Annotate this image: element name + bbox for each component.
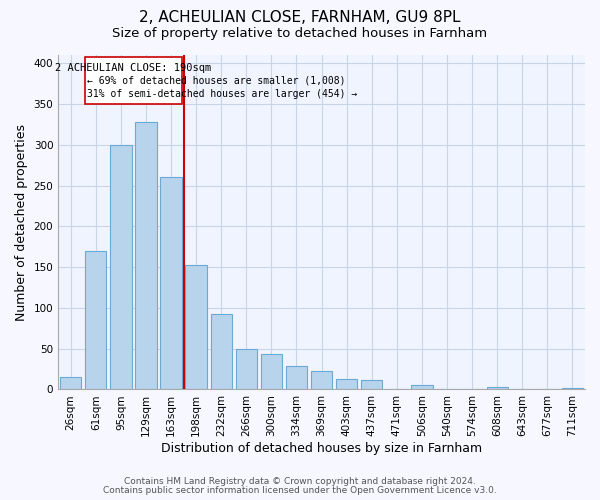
Bar: [60, 377, 82, 390]
Bar: [562, 388, 583, 390]
Text: ← 69% of detached houses are smaller (1,008): ← 69% of detached houses are smaller (1,…: [87, 76, 346, 86]
Text: 2, ACHEULIAN CLOSE, FARNHAM, GU9 8PL: 2, ACHEULIAN CLOSE, FARNHAM, GU9 8PL: [139, 10, 461, 25]
Bar: [110, 144, 131, 390]
Bar: [261, 354, 282, 390]
Bar: [185, 264, 207, 390]
Text: Contains HM Land Registry data © Crown copyright and database right 2024.: Contains HM Land Registry data © Crown c…: [124, 477, 476, 486]
Bar: [286, 366, 307, 390]
Text: Size of property relative to detached houses in Farnham: Size of property relative to detached ho…: [112, 28, 488, 40]
Text: 2 ACHEULIAN CLOSE: 190sqm: 2 ACHEULIAN CLOSE: 190sqm: [55, 63, 211, 73]
Text: Contains public sector information licensed under the Open Government Licence v3: Contains public sector information licen…: [103, 486, 497, 495]
Bar: [361, 380, 382, 390]
Bar: [487, 387, 508, 390]
Bar: [236, 348, 257, 390]
Bar: [411, 386, 433, 390]
FancyBboxPatch shape: [85, 56, 182, 104]
Bar: [85, 251, 106, 390]
Bar: [311, 370, 332, 390]
Text: 31% of semi-detached houses are larger (454) →: 31% of semi-detached houses are larger (…: [87, 90, 357, 100]
Bar: [211, 314, 232, 390]
Bar: [160, 178, 182, 390]
Bar: [336, 379, 358, 390]
X-axis label: Distribution of detached houses by size in Farnham: Distribution of detached houses by size …: [161, 442, 482, 455]
Bar: [136, 122, 157, 390]
Y-axis label: Number of detached properties: Number of detached properties: [15, 124, 28, 320]
